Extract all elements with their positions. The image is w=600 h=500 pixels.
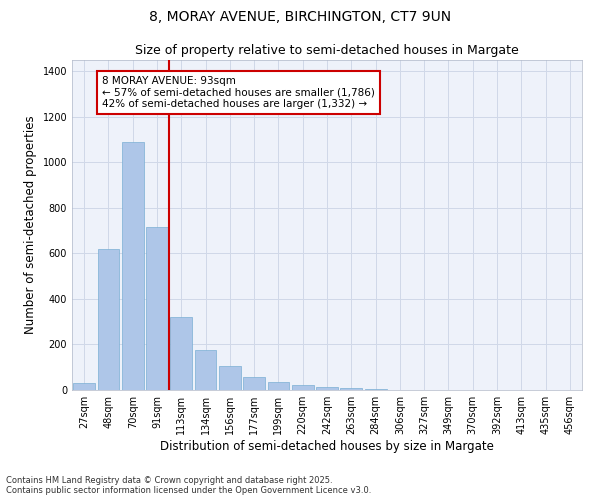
Bar [365, 388, 386, 390]
Text: 8, MORAY AVENUE, BIRCHINGTON, CT7 9UN: 8, MORAY AVENUE, BIRCHINGTON, CT7 9UN [149, 10, 451, 24]
Bar [268, 382, 289, 390]
Bar [146, 228, 168, 390]
Bar [122, 142, 143, 390]
Text: Contains HM Land Registry data © Crown copyright and database right 2025.
Contai: Contains HM Land Registry data © Crown c… [6, 476, 371, 495]
Bar [97, 249, 119, 390]
Title: Size of property relative to semi-detached houses in Margate: Size of property relative to semi-detach… [135, 44, 519, 58]
Y-axis label: Number of semi-detached properties: Number of semi-detached properties [24, 116, 37, 334]
Bar [219, 366, 241, 390]
Bar [73, 383, 95, 390]
X-axis label: Distribution of semi-detached houses by size in Margate: Distribution of semi-detached houses by … [160, 440, 494, 453]
Bar [170, 317, 192, 390]
Bar [243, 378, 265, 390]
Bar [316, 388, 338, 390]
Bar [292, 386, 314, 390]
Bar [340, 388, 362, 390]
Bar [194, 350, 217, 390]
Text: 8 MORAY AVENUE: 93sqm
← 57% of semi-detached houses are smaller (1,786)
42% of s: 8 MORAY AVENUE: 93sqm ← 57% of semi-deta… [103, 76, 375, 109]
